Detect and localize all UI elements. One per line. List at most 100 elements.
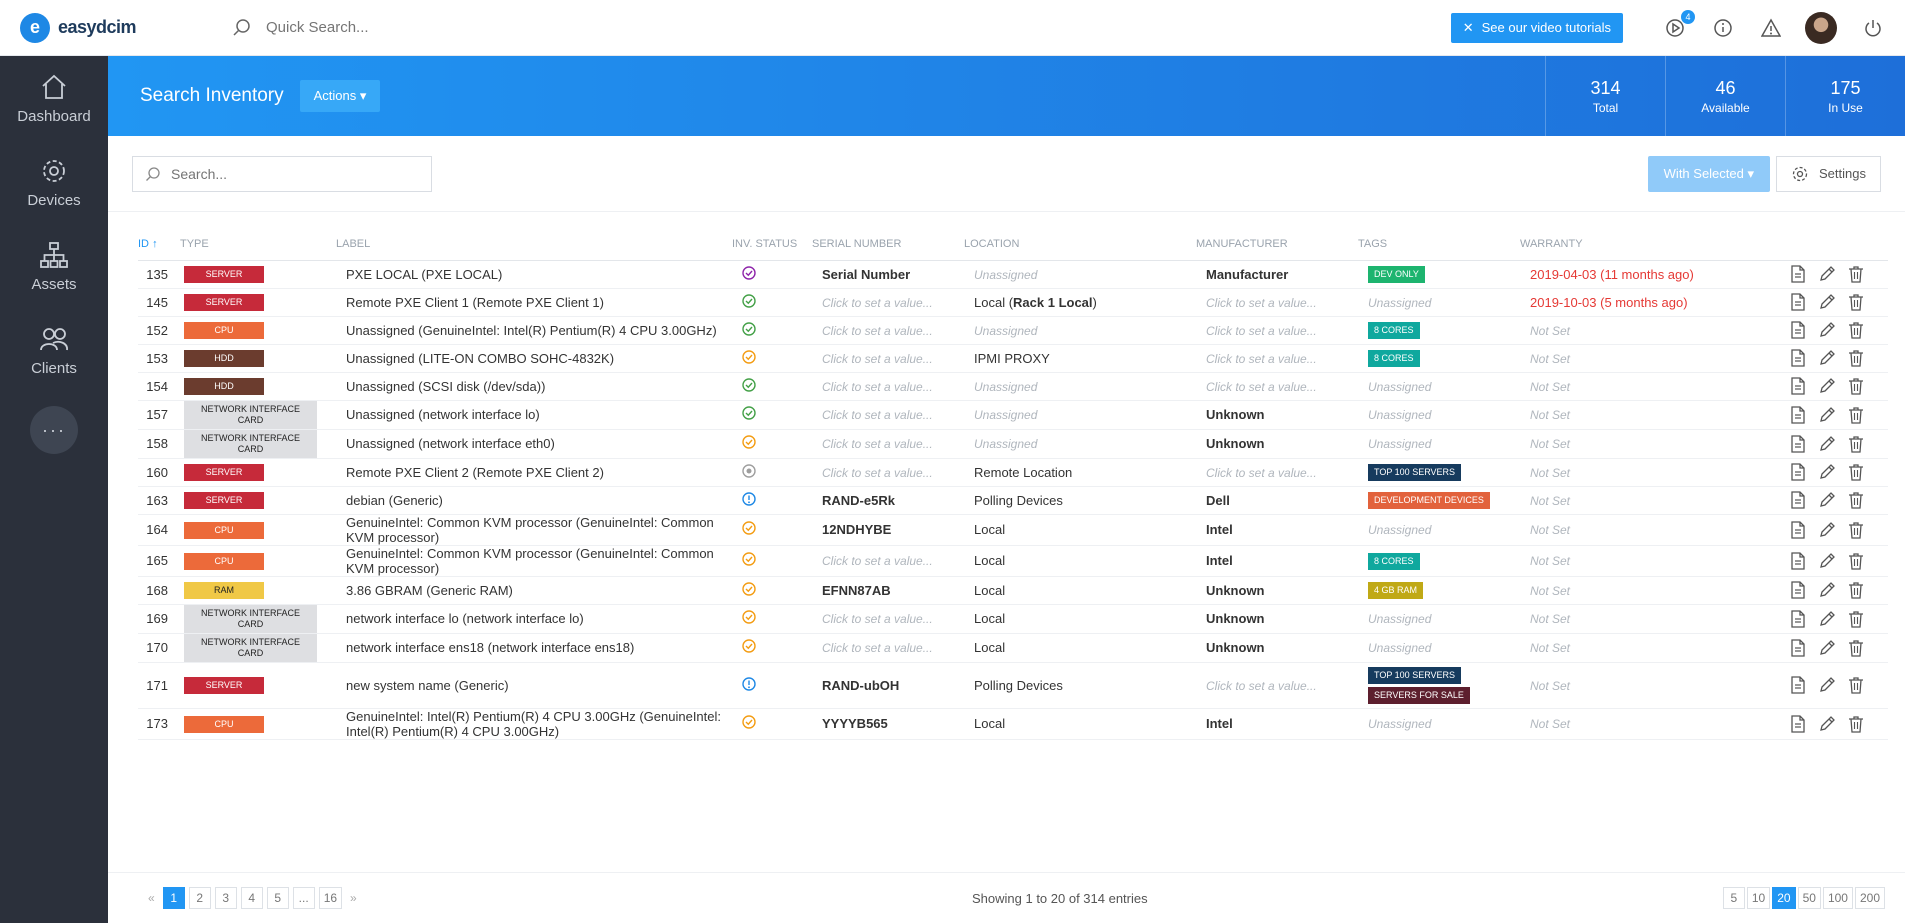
manufacturer-value[interactable]: Unknown [1206,407,1265,422]
location-value[interactable]: Local [974,582,1006,598]
edit-icon[interactable] [1818,552,1836,570]
serial-value[interactable]: RAND-e5Rk [822,492,895,508]
tags-empty[interactable]: Unassigned [1368,717,1432,731]
location-value[interactable]: Unassigned [974,267,1038,282]
location-value[interactable]: IPMI PROXY [974,350,1050,366]
location-value[interactable]: Local [974,611,1006,626]
more-menu-button[interactable]: ··· [30,406,78,454]
serial-value[interactable]: Click to set a value... [822,612,933,626]
sidebar-item-devices[interactable]: Devices [0,140,108,224]
serial-value[interactable]: Click to set a value... [822,465,933,480]
table-row[interactable]: 170 NETWORK INTERFACE CARD network inter… [138,633,1888,662]
cell-location[interactable]: Polling Devices [964,486,1196,514]
trash-icon[interactable] [1848,491,1864,509]
cell-tags[interactable]: 8 CORES [1358,316,1520,344]
tag-badge[interactable]: TOP 100 SERVERS [1368,464,1462,481]
cell-label[interactable]: network interface lo (network interface … [336,604,732,633]
cell-location[interactable]: Local [964,604,1196,633]
per-page-option[interactable]: 200 [1854,887,1885,909]
app-logo[interactable]: e easydcim [20,12,200,43]
label-link[interactable]: Remote PXE Client 2 (Remote PXE Client 2… [346,464,604,480]
trash-icon[interactable] [1848,406,1864,424]
document-icon[interactable] [1790,405,1806,424]
cell-label[interactable]: debian (Generic) [336,486,732,514]
location-value[interactable]: Local [974,716,1006,731]
edit-icon[interactable] [1818,639,1836,657]
label-link[interactable]: network interface lo (network interface … [346,611,584,626]
table-row[interactable]: 154 HDD Unassigned (SCSI disk (/dev/sda)… [138,372,1888,400]
manufacturer-value[interactable]: Manufacturer [1206,266,1289,282]
serial-value[interactable]: Click to set a value... [822,437,933,451]
serial-value[interactable]: Click to set a value... [822,554,933,568]
cell-label[interactable]: Unassigned (network interface eth0) [336,429,732,458]
trash-icon[interactable] [1848,265,1864,283]
table-row[interactable]: 145 SERVER Remote PXE Client 1 (Remote P… [138,288,1888,316]
cell-manufacturer[interactable]: Dell [1196,486,1358,514]
tag-badge[interactable]: 8 CORES [1368,350,1420,367]
column-header-status[interactable]: INV. STATUS [732,212,812,261]
table-search-input[interactable] [171,165,411,182]
cell-location[interactable]: Unassigned [964,260,1196,288]
table-row[interactable]: 165 CPU GenuineIntel: Common KVM process… [138,545,1888,576]
serial-value[interactable]: 12NDHYBE [822,522,892,537]
label-link[interactable]: new system name (Generic) [346,677,509,693]
serial-value[interactable]: Click to set a value... [822,323,933,338]
tags-empty[interactable]: Unassigned [1368,612,1432,626]
table-row[interactable]: 169 NETWORK INTERFACE CARD network inter… [138,604,1888,633]
trash-icon[interactable] [1848,377,1864,395]
manufacturer-value[interactable]: Click to set a value... [1206,323,1317,338]
manufacturer-value[interactable]: Unknown [1206,640,1265,655]
cell-tags[interactable]: Unassigned [1358,708,1520,739]
manufacturer-value[interactable]: Click to set a value... [1206,465,1317,480]
cell-manufacturer[interactable]: Unknown [1196,633,1358,662]
trash-icon[interactable] [1848,463,1864,481]
table-row[interactable]: 157 NETWORK INTERFACE CARD Unassigned (n… [138,400,1888,429]
cell-serial[interactable]: Click to set a value... [812,344,964,372]
cell-tags[interactable]: TOP 100 SERVERS SERVERS FOR SALE [1358,662,1520,708]
cell-tags[interactable]: Unassigned [1358,288,1520,316]
sidebar-item-clients[interactable]: Clients [0,308,108,392]
column-header-serial[interactable]: SERIAL NUMBER [812,212,964,261]
table-row[interactable]: 173 CPU GenuineIntel: Intel(R) Pentium(R… [138,708,1888,739]
manufacturer-value[interactable]: Click to set a value... [1206,379,1317,394]
trash-icon[interactable] [1848,639,1864,657]
location-value[interactable]: Polling Devices [974,492,1063,508]
edit-icon[interactable] [1818,349,1836,367]
manufacturer-value[interactable]: Intel [1206,522,1233,537]
column-header-id[interactable]: ID ↑ [138,212,180,261]
cell-location[interactable]: Polling Devices [964,662,1196,708]
per-page-option[interactable]: 5 [1722,887,1745,909]
column-header-type[interactable]: TYPE [180,212,336,261]
settings-button[interactable]: Settings [1776,155,1881,192]
manufacturer-value[interactable]: Dell [1206,492,1230,508]
cell-label[interactable]: Unassigned (SCSI disk (/dev/sda)) [336,372,732,400]
table-row[interactable]: 152 CPU Unassigned (GenuineIntel: Intel(… [138,316,1888,344]
trash-icon[interactable] [1848,715,1864,733]
cell-manufacturer[interactable]: Click to set a value... [1196,372,1358,400]
serial-value[interactable]: EFNN87AB [822,582,891,598]
edit-icon[interactable] [1818,265,1836,283]
trash-icon[interactable] [1848,521,1864,539]
document-icon[interactable] [1790,714,1806,733]
serial-value[interactable]: Click to set a value... [822,408,933,422]
cell-serial[interactable]: Click to set a value... [812,429,964,458]
play-icon[interactable]: 4 [1663,9,1695,40]
document-icon[interactable] [1790,349,1806,367]
tags-empty[interactable]: Unassigned [1368,437,1432,451]
cell-serial[interactable]: RAND-ubOH [812,662,964,708]
location-value[interactable]: Remote Location [974,464,1073,480]
cell-serial[interactable]: EFNN87AB [812,576,964,604]
trash-icon[interactable] [1848,676,1864,694]
tag-badge[interactable]: DEV ONLY [1368,266,1425,283]
location-value[interactable]: Unassigned [974,437,1038,451]
manufacturer-value[interactable]: Unknown [1206,582,1265,598]
tag-badge[interactable]: DEVELOPMENT DEVICES [1368,492,1490,509]
power-icon[interactable] [1861,16,1885,40]
manufacturer-value[interactable]: Click to set a value... [1206,678,1317,693]
trash-icon[interactable] [1848,349,1864,367]
serial-value[interactable]: Click to set a value... [822,351,933,366]
edit-icon[interactable] [1818,293,1836,311]
cell-label[interactable]: PXE LOCAL (PXE LOCAL) [336,260,732,288]
document-icon[interactable] [1790,265,1806,283]
cell-manufacturer[interactable]: Click to set a value... [1196,344,1358,372]
